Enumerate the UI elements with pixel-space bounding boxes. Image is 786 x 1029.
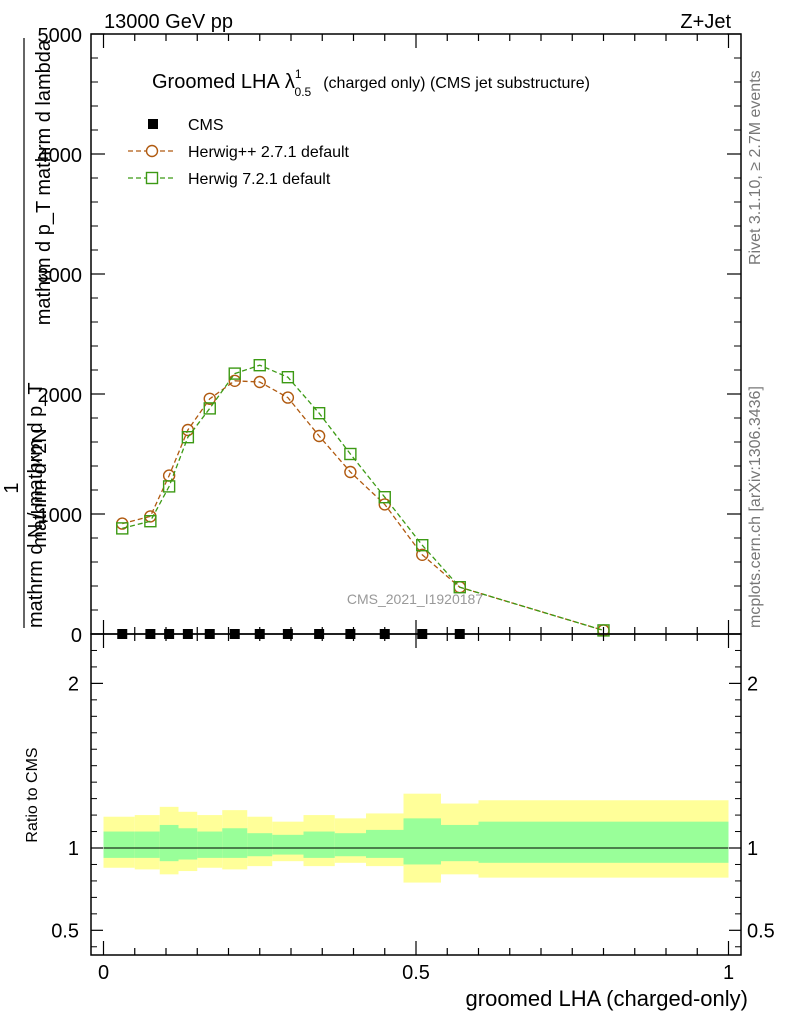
plot-title: Groomed LHA λ1 0.5 (charged only) (CMS jet … xyxy=(152,67,590,99)
ratio-inner-band-bin xyxy=(303,831,335,858)
legend-square-marker xyxy=(145,171,159,185)
main-ytick-label: 2000 xyxy=(38,385,83,407)
ylabel-fraction-denominator: mathrm d p_T mathrm d lambda xyxy=(33,39,55,325)
herwig-pp-point xyxy=(228,374,241,387)
herwig-pp-point xyxy=(144,510,157,523)
ratio-inner-band-bin xyxy=(478,821,729,863)
herwig7-point xyxy=(416,539,429,552)
main-ytick-label: 5000 xyxy=(38,25,83,47)
main-ytick-label: 3000 xyxy=(38,265,83,287)
herwig-pp-point xyxy=(253,375,266,389)
herwig-pp-point xyxy=(344,465,357,479)
title-lambda: λ xyxy=(285,71,295,93)
ratio-inner-band-bin xyxy=(366,829,404,858)
ylabel-fraction-numerator: mathrm d^2N xyxy=(29,428,51,547)
herwig7-point xyxy=(281,371,295,384)
ratio-inner-band-bin xyxy=(441,824,479,862)
herwig7-point xyxy=(181,431,195,444)
legend-label: CMS xyxy=(188,117,224,134)
header-left: 13000 GeV pp xyxy=(104,11,233,33)
title-main: Groomed LHA xyxy=(152,71,280,93)
legend-label: Herwig++ 2.7.1 default xyxy=(188,144,350,161)
ratio-ytick-label: 1 xyxy=(68,838,79,860)
ylabel-denominator: mathrm d N / mathrm d p_T xyxy=(25,382,47,628)
legend-circle-marker xyxy=(145,144,159,158)
xlabel: groomed LHA (charged-only) xyxy=(466,986,748,1011)
main-ytick-label: 1000 xyxy=(38,505,83,527)
rivet-label: Rivet 3.1.10, ≥ 2.7M events xyxy=(747,70,764,265)
legend-cms-marker xyxy=(148,119,158,129)
herwig-pp-point xyxy=(203,392,216,405)
header-right: Z+Jet xyxy=(680,11,731,33)
xtick-label: 0.5 xyxy=(402,962,430,984)
series-line xyxy=(122,364,604,632)
series-2 xyxy=(116,359,610,637)
herwig7-point xyxy=(116,522,129,535)
ratio-inner-band-bin xyxy=(247,833,273,857)
ratio-inner-band-bin xyxy=(272,834,304,855)
ratio-inner-band-bin xyxy=(197,831,223,858)
ylabel-numerator: 1 xyxy=(1,482,23,493)
herwig7-point xyxy=(312,407,326,420)
ratio-inner-band-bin xyxy=(159,824,179,862)
ratio-ylabel: Ratio to CMS xyxy=(24,747,41,842)
ratio-panel: 0.5 0.5 1 1 2 2 0 0.5 1 xyxy=(51,34,775,984)
ratio-inner-band-bin xyxy=(134,831,160,858)
ratio-ytick-label-right: 1 xyxy=(747,838,758,860)
xtick-label: 0 xyxy=(98,962,109,984)
ratio-ytick-label: 0.5 xyxy=(51,920,79,942)
herwig-pp-point xyxy=(416,548,429,561)
herwig7-point xyxy=(378,491,391,504)
main-ylabel: 1 mathrm d N / mathrm d p_T mathrm d^2N … xyxy=(1,38,55,628)
herwig7-point xyxy=(203,402,216,415)
main-ytick-label: 0 xyxy=(71,625,82,647)
title-sup: 1 xyxy=(295,67,302,81)
series-line xyxy=(122,380,604,632)
herwig7-point xyxy=(228,367,241,380)
main-panel: 0 1000 2000 3000 4000 5000 xyxy=(38,25,742,647)
main-ytick-label: 4000 xyxy=(38,145,83,167)
ratio-ytick-label: 2 xyxy=(68,673,79,695)
title-sub: 0.5 xyxy=(295,85,312,99)
ratio-ytick-label-right: 2 xyxy=(747,673,758,695)
herwig-pp-point xyxy=(312,429,326,443)
herwig7-point xyxy=(162,480,176,493)
herwig7-point xyxy=(453,581,466,594)
herwig7-point xyxy=(144,515,157,528)
watermark: CMS_2021_I1920187 xyxy=(347,591,483,607)
ratio-ytick-label-right: 0.5 xyxy=(747,920,775,942)
mcplots-label: mcplots.cern.ch [arXiv:1306.3436] xyxy=(747,386,764,628)
legend-label: Herwig 7.2.1 default xyxy=(188,171,331,188)
herwig-pp-point xyxy=(281,391,295,404)
ratio-inner-band-bin xyxy=(222,828,248,858)
title-tail: (charged only) (CMS jet substructure) xyxy=(323,75,590,92)
ratio-inner-band-bin xyxy=(103,831,135,858)
ratio-inner-band-bin xyxy=(334,833,366,857)
herwig7-point xyxy=(344,447,357,461)
ratio-inner-band-bin xyxy=(403,818,441,865)
ratio-inner-band-bin xyxy=(178,828,198,860)
legend: CMS Herwig++ 2.7.1 default Herwig 7.2.1 de… xyxy=(128,117,350,188)
herwig7-point xyxy=(253,359,266,372)
xtick-label: 1 xyxy=(723,962,734,984)
